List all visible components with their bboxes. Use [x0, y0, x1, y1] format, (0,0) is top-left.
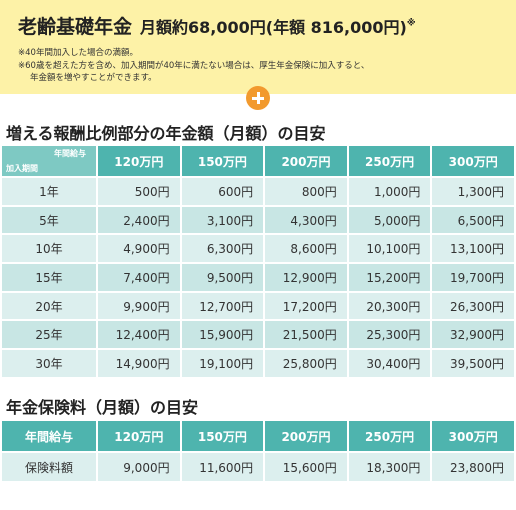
- cell: 39,500円: [430, 348, 516, 379]
- row: 20年 9,900円 12,700円 17,200円 20,300円 26,300円: [0, 290, 516, 322]
- section-title: 年金保険料（月額）の目安: [6, 398, 199, 417]
- premium-table: 年間給与 120万円 150万円 200万円 250万円 300万円 保険料額 9,000円 1…: [0, 419, 516, 483]
- row: 10年 4,900円 6,300円 8,600円 10,100円 13,100円: [0, 233, 516, 265]
- note-mark: ※: [406, 18, 416, 29]
- column-header: 300万円: [430, 419, 516, 453]
- row: 25年 12,400円 15,900円 21,500円 25,300円 32,900円: [0, 319, 516, 351]
- cell: 6,300円: [179, 233, 266, 265]
- cell: 18,300円: [346, 451, 433, 483]
- column-header: 250万円: [346, 144, 433, 178]
- row-header: 保険料額: [0, 451, 98, 483]
- cell: 800円: [263, 176, 349, 207]
- cell: 25,300円: [346, 319, 433, 351]
- cell: 20,300円: [346, 290, 433, 322]
- row-header: 15年: [0, 262, 98, 293]
- cell: 13,100円: [430, 233, 516, 265]
- cell: 5,000円: [346, 204, 433, 236]
- corner-cell: 年間給与加入期間: [0, 144, 98, 178]
- note: ※40年間加入した場合の満額。: [18, 48, 138, 58]
- section-title: 増える報酬比例部分の年金額（月額）の目安: [6, 124, 326, 143]
- amount: 月額約68,000円(年額 816,000円): [140, 18, 407, 37]
- cell: 23,800円: [430, 451, 516, 483]
- row: 1年 500円 600円 800円 1,000円 1,300円: [0, 176, 516, 207]
- cell: 30,400円: [346, 348, 433, 379]
- note: 年金額を増やすことができます。: [30, 73, 157, 83]
- cell: 26,300円: [430, 290, 516, 322]
- cell: 1,000円: [346, 176, 433, 207]
- cell: 7,400円: [96, 262, 182, 293]
- cell: 19,100円: [179, 348, 266, 379]
- pension-table: 年間給与 加入期間 120万円 150万円 200万円 250万円 300万円 1年 500円 6…: [0, 144, 516, 379]
- cell: 15,900円: [179, 319, 266, 351]
- row-header: 1年: [0, 176, 98, 207]
- cell: 1,300円: [430, 176, 516, 207]
- row-header: 5年: [0, 204, 98, 236]
- cell: 2,400円: [96, 204, 182, 236]
- cell: 4,900円: [96, 233, 182, 265]
- cell: 25,800円: [263, 348, 349, 379]
- cell: 15,200円: [346, 262, 433, 293]
- row-header: 20年: [0, 290, 98, 322]
- note: ※60歳を超えた方を含め、加入期間が40年に満たない場合は、厚生年金保険に加入す…: [18, 61, 370, 71]
- cell: 32,900円: [430, 319, 516, 351]
- cell: 17,200円: [263, 290, 349, 322]
- row: 30年 14,900円 19,100円 25,800円 30,400円 39,500円: [0, 348, 516, 379]
- column-header: 120万円: [96, 419, 182, 453]
- row-header: 25年: [0, 319, 98, 351]
- plus-icon: [246, 86, 270, 110]
- row: 保険料額 9,000円 11,600円 15,600円 18,300円 23,800円: [0, 451, 516, 483]
- corner-bottom: 加入期間: [6, 164, 38, 173]
- cell: 9,900円: [96, 290, 182, 322]
- cell: 600円: [179, 176, 266, 207]
- cell: 3,100円: [179, 204, 266, 236]
- cell: 12,400円: [96, 319, 182, 351]
- title: 老齢基礎年金: [18, 16, 133, 38]
- cell: 9,500円: [179, 262, 266, 293]
- corner-top: 年間給与: [54, 149, 86, 158]
- cell: 500円: [96, 176, 182, 207]
- cell: 19,700円: [430, 262, 516, 293]
- cell: 10,100円: [346, 233, 433, 265]
- row: 15年 7,400円 9,500円 12,900円 15,200円 19,700円: [0, 262, 516, 293]
- column-header: 300万円: [430, 144, 516, 178]
- cell: 12,900円: [263, 262, 349, 293]
- column-header: 250万円: [346, 419, 433, 453]
- column-header: 200万円: [263, 419, 349, 453]
- cell: 11,600円: [179, 451, 266, 483]
- corner-cell: 年間給与: [0, 419, 98, 453]
- cell: 12,700円: [179, 290, 266, 322]
- column-header: 120万円: [96, 144, 182, 178]
- cell: 6,500円: [430, 204, 516, 236]
- row: 5年 2,400円 3,100円 4,300円 5,000円 6,500円: [0, 204, 516, 236]
- header-row: 年間給与 120万円 150万円 200万円 250万円 300万円: [0, 419, 516, 453]
- cell: 9,000円: [96, 451, 182, 483]
- cell: 15,600円: [263, 451, 349, 483]
- column-header: 200万円: [263, 144, 349, 178]
- row-header: 10年: [0, 233, 98, 265]
- row-header: 30年: [0, 348, 98, 379]
- cell: 21,500円: [263, 319, 349, 351]
- column-header: 150万円: [179, 144, 266, 178]
- cell: 14,900円: [96, 348, 182, 379]
- summary-box: 老齢基礎年金 月額約68,000円(年額 816,000円)※ ※40年間加入した…: [0, 0, 516, 94]
- cell: 4,300円: [263, 204, 349, 236]
- cell: 8,600円: [263, 233, 349, 265]
- column-header: 150万円: [179, 419, 266, 453]
- header-row: 年間給与 加入期間 120万円 150万円 200万円 250万円 300万円: [0, 144, 516, 178]
- summary-title: 老齢基礎年金 月額約68,000円(年額 816,000円)※: [18, 12, 416, 39]
